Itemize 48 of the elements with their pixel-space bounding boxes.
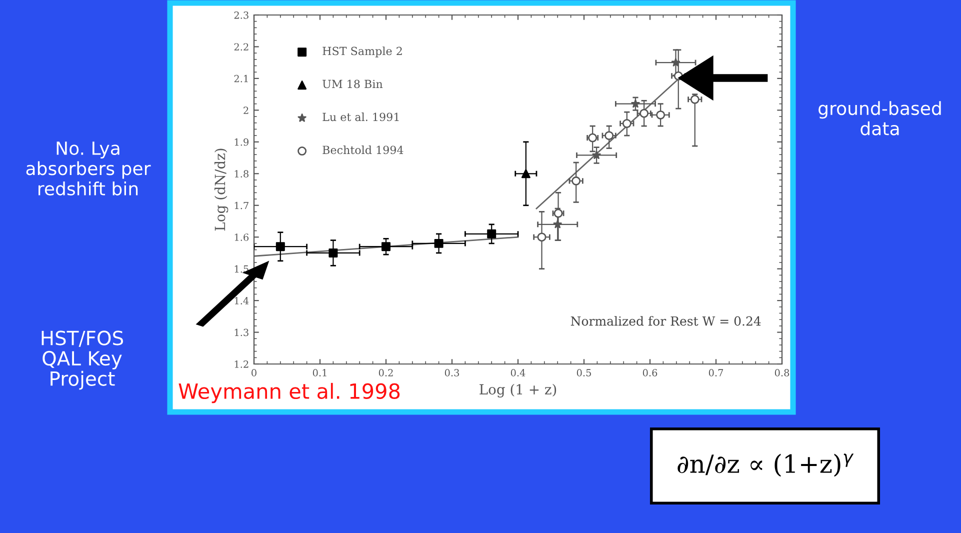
point	[671, 58, 680, 66]
legend-label: UM 18 Bin	[322, 80, 383, 88]
y-tick-label: 2.2	[234, 43, 248, 51]
y-tick-label: 1.8	[234, 170, 248, 178]
annotation: Normalized for Rest W = 0.24	[570, 316, 761, 326]
point	[640, 108, 649, 118]
point	[276, 242, 285, 252]
x-tick-label: 0.1	[312, 369, 326, 376]
legend-label: HST Sample 2	[322, 46, 402, 58]
x-tick-label: 0.7	[708, 369, 724, 376]
y-tick-label: 2	[244, 106, 248, 114]
y-tick-label: 1.2	[234, 360, 248, 368]
x-axis-title: Log (1 + z)	[480, 384, 556, 398]
text: Weymann et al. 1998	[178, 382, 400, 404]
point	[553, 220, 562, 228]
x-tick-label: 0.5	[576, 369, 591, 376]
point	[487, 229, 496, 238]
y-tick-label: 1.4	[234, 297, 249, 304]
text: HST/FOS QAL Key Project	[42, 330, 124, 390]
y-tick-label: 1.3	[234, 328, 248, 336]
point	[382, 242, 390, 252]
text: ground-based data	[818, 101, 941, 136]
y-tick-label: 2.3	[234, 11, 248, 19]
y-tick-label: 1.9	[234, 138, 248, 146]
x-tick-label: 0	[252, 369, 256, 376]
point	[656, 110, 666, 120]
text: ∂n/∂z ∝ (1+z)$^{γ}$	[678, 454, 854, 477]
x-tick-label: 0.3	[444, 369, 460, 376]
point	[622, 119, 632, 128]
point	[537, 232, 546, 242]
point	[592, 150, 601, 160]
legend-label: Bechtold 1994	[322, 146, 404, 154]
y-tick-label: 2.1	[234, 74, 248, 82]
point	[521, 169, 530, 178]
point	[572, 176, 581, 186]
text: No. Lya absorbers per redshift bin	[26, 142, 151, 196]
point	[604, 131, 614, 140]
y-tick-label: 1.7	[234, 202, 248, 210]
x-tick-label: 0.2	[378, 369, 393, 376]
x-tick-label: 0.4	[510, 369, 526, 376]
y-tick-label: 1.6	[234, 234, 249, 241]
x-tick-label: 0.8	[774, 369, 790, 376]
legend-label: Lu et al. 1991	[322, 112, 399, 122]
point	[328, 248, 338, 258]
point	[434, 238, 444, 248]
point	[631, 99, 640, 108]
y-axis-title: Log (dN/dz)	[214, 148, 228, 231]
x-tick-label: 0.6	[642, 369, 658, 376]
